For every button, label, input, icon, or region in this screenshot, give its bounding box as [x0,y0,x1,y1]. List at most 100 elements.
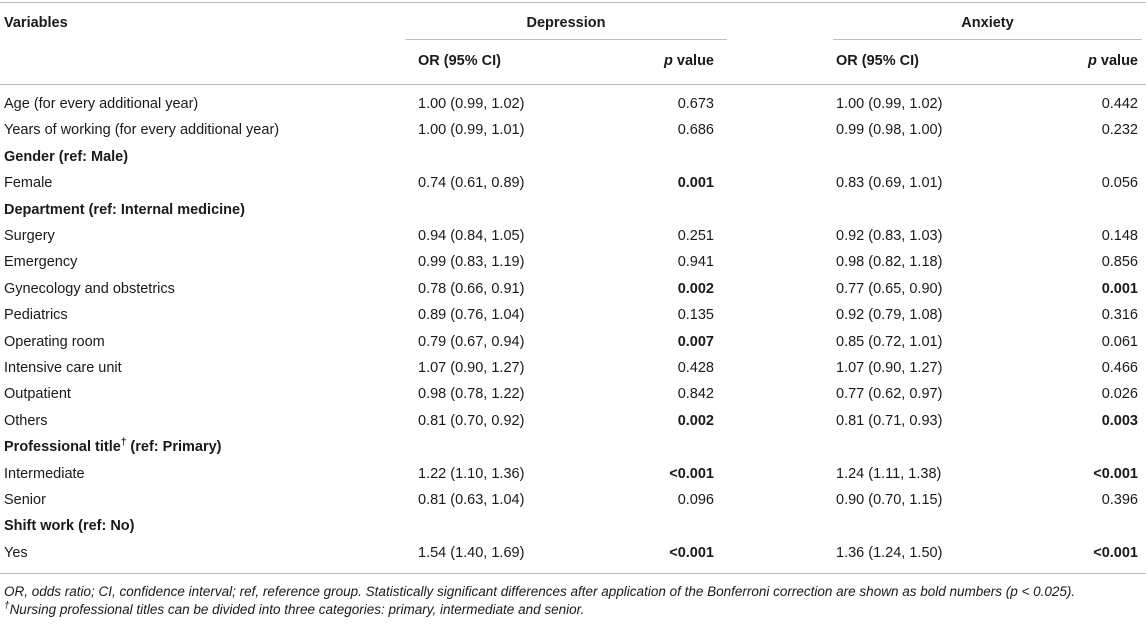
depression-or-cell: 0.81 (0.70, 0.92) [418,413,525,429]
depression-p-cell: 0.002 [677,413,714,429]
group-heading: Shift work (ref: No) [4,517,135,535]
footnote-abbreviations: OR, odds ratio; CI, confidence interval;… [4,584,1076,599]
anxiety-or-cell: 0.90 (0.70, 1.15) [836,492,943,508]
depression-or-cell: 0.79 (0.67, 0.94) [418,334,525,350]
anxiety-p-cell: 0.316 [1101,307,1138,323]
depression-p-cell: 0.428 [677,360,714,376]
depression-p-cell: 0.001 [677,175,714,191]
anxiety-or-cell: 1.07 (0.90, 1.27) [836,360,943,376]
depression-p-cell: 0.842 [677,386,714,402]
anxiety-p-cell: 0.026 [1101,386,1138,402]
anxiety-p-cell: 0.232 [1101,122,1138,138]
header-anxiety: Anxiety [961,15,1014,31]
header-bottom-rule [0,84,1146,85]
p-rest: value [1096,53,1138,69]
group-heading: Gender (ref: Male) [4,148,128,166]
depression-p-cell: 0.251 [677,228,714,244]
depression-p-cell: 0.135 [677,307,714,323]
anxiety-or-cell: 1.00 (0.99, 1.02) [836,96,943,112]
p-rest: value [672,53,714,69]
p-italic: p [664,53,673,69]
header-anx-p: p value [1000,52,1138,70]
table-bottom-rule [0,573,1146,574]
anxiety-p-cell: 0.061 [1101,334,1138,350]
group-heading: Department (ref: Internal medicine) [4,201,245,219]
depression-or-cell: 1.22 (1.10, 1.36) [418,466,525,482]
anxiety-p-cell: 0.001 [1101,281,1138,297]
depression-p-cell: 0.673 [677,96,714,112]
row-label: Gynecology and obstetrics [4,281,175,297]
anxiety-underline [833,39,1142,40]
anxiety-or-cell: 0.83 (0.69, 1.01) [836,175,943,191]
row-label: Senior [4,492,46,508]
header-dep-or: OR (95% CI) [418,53,501,69]
anxiety-or-cell: 0.98 (0.82, 1.18) [836,254,943,270]
header-dep-p: p value [600,52,714,70]
anxiety-p-cell: 0.148 [1101,228,1138,244]
anxiety-or-cell: 0.77 (0.65, 0.90) [836,281,943,297]
row-label: Operating room [4,334,105,350]
row-label: Outpatient [4,386,71,402]
anxiety-or-cell: 0.92 (0.79, 1.08) [836,307,943,323]
row-label: Yes [4,545,28,561]
row-label: Emergency [4,254,78,270]
depression-or-cell: 0.94 (0.84, 1.05) [418,228,525,244]
depression-or-cell: 0.89 (0.76, 1.04) [418,307,525,323]
anxiety-or-cell: 0.81 (0.71, 0.93) [836,413,943,429]
depression-or-cell: 1.54 (1.40, 1.69) [418,545,525,561]
header-anx-or: OR (95% CI) [836,53,919,69]
anxiety-p-cell: <0.001 [1093,466,1138,482]
depression-or-cell: 0.99 (0.83, 1.19) [418,254,525,270]
group-heading-label: Department (ref: Internal medicine) [4,202,245,218]
depression-or-cell: 0.78 (0.66, 0.91) [418,281,525,297]
anxiety-p-cell: 0.396 [1101,492,1138,508]
row-label: Female [4,175,53,191]
row-label: Intensive care unit [4,360,122,376]
anxiety-p-cell: <0.001 [1093,545,1138,561]
footnote-professional-titles: †Nursing professional titles can be divi… [4,601,584,618]
anxiety-p-cell: 0.856 [1101,254,1138,270]
anxiety-or-cell: 1.36 (1.24, 1.50) [836,545,943,561]
row-label: Pediatrics [4,307,68,323]
footnote-text: Nursing professional titles can be divid… [9,602,585,617]
row-label: Intermediate [4,466,85,482]
anxiety-or-cell: 0.85 (0.72, 1.01) [836,334,943,350]
group-heading: Professional title† (ref: Primary) [4,438,222,456]
row-label: Surgery [4,228,55,244]
anxiety-p-cell: 0.442 [1101,96,1138,112]
depression-p-cell: 0.002 [677,281,714,297]
depression-or-cell: 0.74 (0.61, 0.89) [418,175,525,191]
row-label: Years of working (for every additional y… [4,122,280,138]
p-italic: p [1088,53,1097,69]
anxiety-or-cell: 0.92 (0.83, 1.03) [836,228,943,244]
header-variables: Variables [4,15,68,31]
depression-or-cell: 0.98 (0.78, 1.22) [418,386,525,402]
anxiety-p-cell: 0.056 [1101,175,1138,191]
depression-p-cell: <0.001 [669,466,714,482]
depression-or-cell: 1.00 (0.99, 1.01) [418,122,525,138]
depression-p-cell: 0.686 [677,122,714,138]
depression-underline [405,39,727,40]
depression-or-cell: 1.07 (0.90, 1.27) [418,360,525,376]
anxiety-p-cell: 0.466 [1101,360,1138,376]
dagger-mark: † [4,600,10,612]
dagger-mark: † [120,437,127,449]
anxiety-or-cell: 0.99 (0.98, 1.00) [836,122,943,138]
row-label: Others [4,413,48,429]
group-heading-ref: (ref: Primary) [126,439,222,455]
depression-p-cell: 0.096 [677,492,714,508]
anxiety-p-cell: 0.003 [1101,413,1138,429]
depression-p-cell: <0.001 [669,545,714,561]
depression-p-cell: 0.941 [677,254,714,270]
header-depression: Depression [526,15,606,31]
group-heading-label: Gender (ref: Male) [4,149,129,165]
depression-or-cell: 1.00 (0.99, 1.02) [418,96,525,112]
group-heading-label: Professional title [4,439,121,455]
group-heading-label: Shift work (ref: No) [4,518,135,534]
anxiety-or-cell: 1.24 (1.11, 1.38) [836,466,942,482]
anxiety-or-cell: 0.77 (0.62, 0.97) [836,386,943,402]
depression-or-cell: 0.81 (0.63, 1.04) [418,492,525,508]
depression-p-cell: 0.007 [677,334,714,350]
row-label: Age (for every additional year) [4,96,199,112]
